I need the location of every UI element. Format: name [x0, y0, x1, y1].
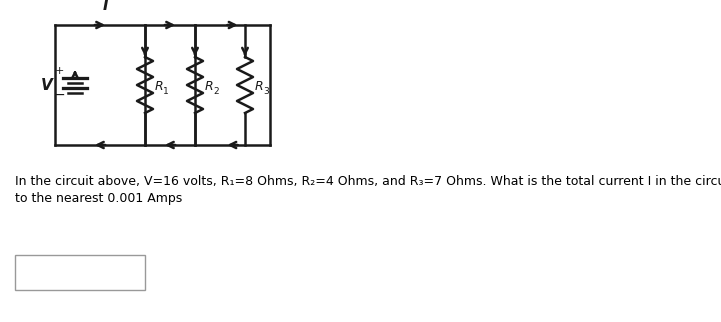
Text: 2: 2	[213, 87, 218, 96]
Text: to the nearest 0.001 Amps: to the nearest 0.001 Amps	[15, 192, 182, 205]
Text: R: R	[155, 80, 164, 92]
Text: V: V	[41, 78, 53, 92]
Text: −: −	[53, 88, 65, 102]
Text: 1: 1	[163, 87, 169, 96]
FancyBboxPatch shape	[15, 255, 145, 290]
Text: R: R	[255, 80, 264, 92]
Text: In the circuit above, V=16 volts, R₁=8 Ohms, R₂=4 Ohms, and R₃=7 Ohms. What is t: In the circuit above, V=16 volts, R₁=8 O…	[15, 175, 721, 188]
Text: 3: 3	[263, 87, 269, 96]
Text: +: +	[54, 66, 63, 76]
Text: R: R	[205, 80, 213, 92]
Text: I: I	[102, 0, 108, 13]
